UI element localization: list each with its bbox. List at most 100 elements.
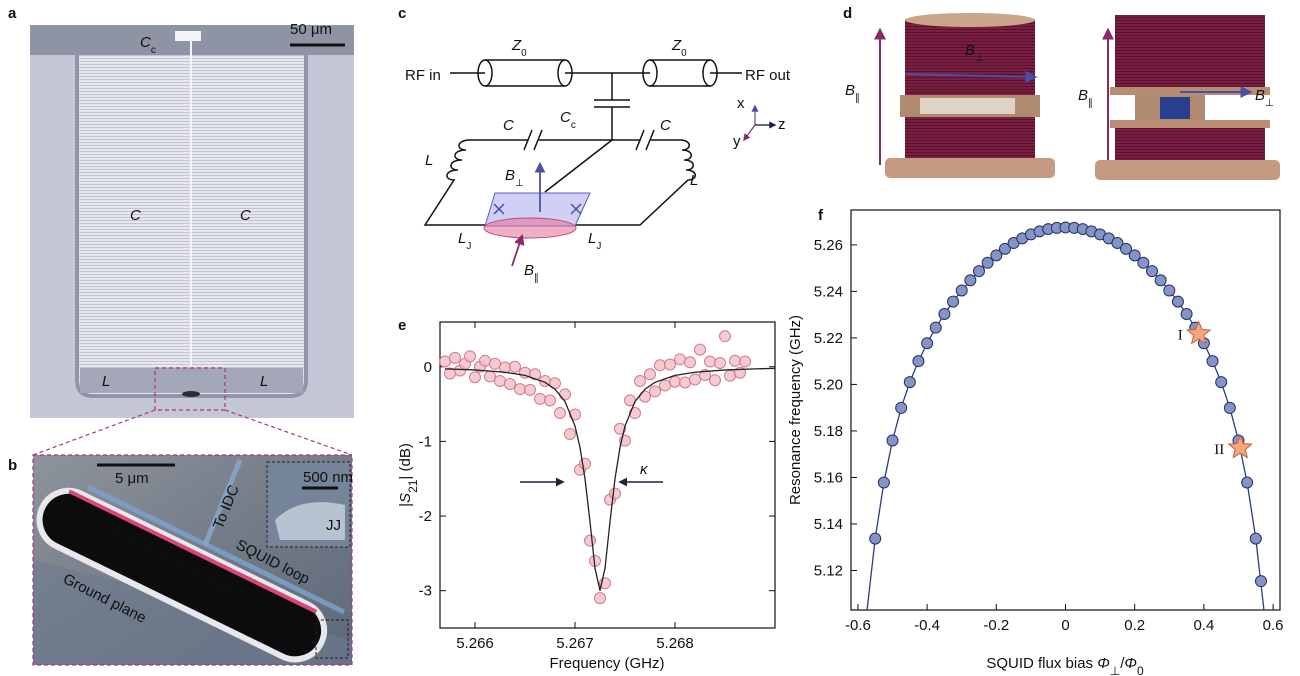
x-tick-label: 0.4 bbox=[1193, 617, 1214, 634]
impedance-label-subscript: 0 bbox=[681, 48, 687, 59]
star-label: I bbox=[1178, 328, 1183, 344]
data-point bbox=[720, 331, 731, 342]
data-point bbox=[1224, 402, 1235, 413]
x-axis-label-part: Φ bbox=[1124, 655, 1137, 672]
y-tick-label: 5.22 bbox=[814, 330, 843, 347]
inductor-label: L bbox=[690, 172, 698, 189]
x-tick-label: 0 bbox=[1061, 617, 1069, 634]
junction-label: JJ bbox=[326, 517, 341, 534]
data-point bbox=[565, 428, 576, 439]
coupling-capacitor-label-subscript: c bbox=[571, 120, 576, 131]
field-label-subscript: ⊥ bbox=[515, 178, 524, 189]
fit-line bbox=[867, 227, 1265, 614]
data-point bbox=[1250, 533, 1261, 544]
output-label: RF out bbox=[745, 67, 791, 84]
data-point bbox=[870, 533, 881, 544]
circuit-diagram bbox=[425, 60, 775, 266]
data-point bbox=[610, 488, 621, 499]
data-point bbox=[675, 354, 686, 365]
data-point bbox=[485, 371, 496, 382]
impedance-label: Z0 bbox=[671, 37, 687, 59]
panel-label: d bbox=[843, 5, 852, 22]
data-point bbox=[580, 458, 591, 469]
data-point bbox=[505, 378, 516, 389]
data-point bbox=[640, 391, 651, 402]
panel-label: a bbox=[8, 5, 17, 22]
input-label: RF in bbox=[405, 67, 441, 84]
inductor-label: L bbox=[102, 373, 110, 390]
star-marker bbox=[1229, 436, 1252, 458]
data-point bbox=[956, 285, 967, 296]
field-label-symbol: B bbox=[845, 82, 855, 99]
inset-scale-bar-label: 500 nm bbox=[303, 469, 353, 486]
panel-a-image bbox=[30, 25, 354, 455]
panel-label: c bbox=[398, 5, 406, 22]
data-point bbox=[645, 369, 656, 380]
junction-label: LJ bbox=[458, 230, 471, 252]
annotation: κ bbox=[640, 461, 649, 478]
data-point bbox=[1207, 356, 1218, 367]
field-label-symbol: B bbox=[524, 262, 534, 279]
junction-label-subscript: J bbox=[596, 241, 601, 252]
data-point bbox=[470, 372, 481, 383]
data-point bbox=[887, 435, 898, 446]
x-axis-label-part: Frequency (GHz) bbox=[549, 655, 664, 672]
data-point bbox=[1146, 266, 1157, 277]
capacitor-label: C bbox=[660, 117, 671, 134]
y-tick-label: 5.26 bbox=[814, 237, 843, 254]
data-point bbox=[913, 356, 924, 367]
data-point bbox=[740, 356, 751, 367]
panel-label: f bbox=[818, 207, 824, 224]
data-point bbox=[515, 384, 526, 395]
data-point bbox=[948, 296, 959, 307]
y-tick-label: 5.14 bbox=[814, 516, 843, 533]
plot-frame bbox=[851, 210, 1280, 610]
y-tick-label: 5.16 bbox=[814, 469, 843, 486]
field-label-subscript: ∥ bbox=[534, 273, 539, 284]
data-point bbox=[535, 393, 546, 404]
impedance-label-subscript: 0 bbox=[521, 48, 527, 59]
panel-label: b bbox=[8, 457, 17, 474]
data-point bbox=[655, 360, 666, 371]
field-label-subscript: ∥ bbox=[855, 93, 860, 104]
coupling-capacitor-label: Cc bbox=[560, 109, 576, 131]
x-tick-label: -0.2 bbox=[983, 617, 1009, 634]
junction-label-subscript: J bbox=[466, 241, 471, 252]
x-tick-label: 5.267 bbox=[556, 635, 594, 652]
field-label-symbol: B bbox=[1255, 87, 1265, 104]
field-label: B∥ bbox=[845, 82, 860, 104]
data-point bbox=[555, 408, 566, 419]
y-tick-label: -1 bbox=[419, 433, 432, 450]
x-axis-label-part: Φ bbox=[1097, 655, 1110, 672]
y-tick-label: 5.12 bbox=[814, 562, 843, 579]
data-point bbox=[1255, 576, 1266, 587]
data-point bbox=[585, 535, 596, 546]
coupling-capacitor-label-subscript: c bbox=[151, 45, 156, 56]
panel-label: e bbox=[398, 317, 406, 334]
data-point bbox=[1181, 308, 1192, 319]
y-tick-label: 5.24 bbox=[814, 283, 843, 300]
data-point bbox=[965, 275, 976, 286]
y-tick-label: 0 bbox=[424, 359, 432, 376]
data-point bbox=[465, 351, 476, 362]
x-axis-label: Frequency (GHz) bbox=[549, 655, 664, 672]
chart-panel: -0.6-0.4-0.200.20.40.65.125.145.165.185.… bbox=[814, 210, 1284, 634]
data-point bbox=[490, 358, 501, 369]
impedance-label: Z0 bbox=[511, 37, 527, 59]
inductor-label: L bbox=[260, 373, 268, 390]
junction-label: LJ bbox=[588, 230, 601, 252]
capacitor-label: C bbox=[240, 207, 251, 224]
data-point bbox=[695, 344, 706, 355]
data-point bbox=[595, 593, 606, 604]
data-point bbox=[1172, 296, 1183, 307]
field-label: B⊥ bbox=[505, 167, 524, 189]
data-point bbox=[930, 322, 941, 333]
data-point bbox=[635, 375, 646, 386]
data-point bbox=[1164, 285, 1175, 296]
capacitor-label: C bbox=[130, 207, 141, 224]
data-point bbox=[730, 355, 741, 366]
field-label-symbol: B bbox=[965, 42, 975, 59]
field-label-subscript: ∥ bbox=[1088, 98, 1093, 109]
data-point bbox=[650, 386, 661, 397]
coupling-capacitor-label-symbol: C bbox=[140, 34, 151, 51]
